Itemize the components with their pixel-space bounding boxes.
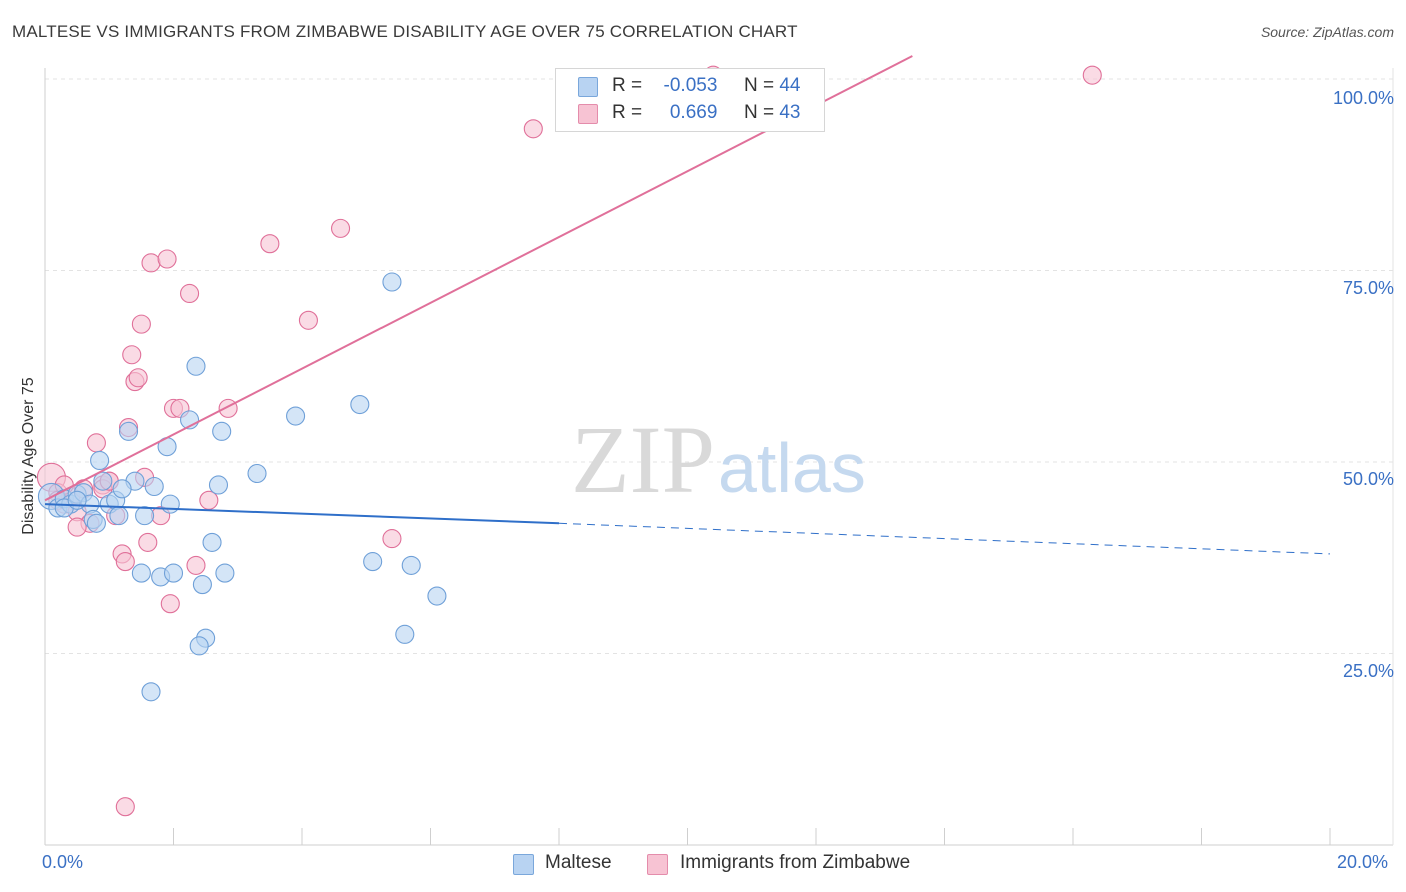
data-point-maltese — [160, 494, 180, 514]
series-maltese-points — [37, 272, 447, 702]
r-label: R = — [612, 102, 643, 123]
data-point-zimbabwe — [131, 314, 151, 334]
watermark-zip: ZIP — [571, 406, 715, 513]
data-point-maltese — [350, 394, 370, 415]
r-label: R = — [612, 75, 643, 96]
data-point-zimbabwe — [141, 253, 161, 273]
watermark-atlas: atlas — [718, 429, 866, 507]
n-label: N = — [743, 102, 775, 123]
data-point-maltese — [189, 636, 209, 656]
data-point-zimbabwe — [186, 555, 206, 575]
data-point-zimbabwe — [199, 490, 219, 510]
data-point-zimbabwe — [382, 529, 402, 549]
data-point-zimbabwe — [86, 433, 106, 453]
data-point-maltese — [67, 490, 87, 510]
data-point-zimbabwe — [1082, 65, 1102, 85]
data-point-zimbabwe — [160, 594, 180, 614]
data-point-maltese — [192, 575, 212, 595]
data-point-zimbabwe — [115, 797, 135, 817]
x-tick-label: 20.0% — [1337, 852, 1389, 872]
data-point-maltese — [363, 552, 383, 572]
y-tick-label: 50.0% — [1342, 469, 1394, 489]
trend-line-maltese-extension — [558, 522, 1331, 555]
data-point-zimbabwe — [122, 345, 142, 365]
data-point-zimbabwe — [157, 249, 177, 269]
data-point-zimbabwe — [180, 283, 200, 304]
trend-line-maltese — [44, 503, 560, 525]
data-point-zimbabwe — [218, 398, 238, 418]
data-point-maltese — [247, 463, 267, 484]
legend-swatch-blue — [513, 854, 534, 875]
data-point-maltese — [215, 563, 235, 583]
chart-title: MALTESE VS IMMIGRANTS FROM ZIMBABWE DISA… — [12, 22, 798, 41]
data-point-maltese — [109, 506, 129, 526]
data-point-maltese — [202, 532, 222, 552]
data-point-maltese — [427, 586, 447, 606]
data-point-maltese — [395, 624, 415, 644]
data-point-zimbabwe — [260, 234, 280, 254]
data-point-maltese — [401, 555, 421, 575]
r-value: -0.053 — [663, 75, 718, 96]
legend-swatch-pink — [647, 854, 668, 875]
legend-label: Immigrants from Zimbabwe — [680, 852, 911, 873]
data-point-zimbabwe — [138, 532, 158, 552]
correlation-legend: R = -0.053 N = 44 R = 0.669 N = 43 — [555, 68, 825, 132]
r-value: 0.669 — [669, 102, 718, 123]
source-label: Source: ZipAtlas.com — [1260, 24, 1394, 40]
data-point-maltese — [212, 421, 232, 441]
data-point-zimbabwe — [523, 119, 543, 139]
data-point-maltese — [118, 421, 139, 441]
data-point-zimbabwe — [67, 517, 87, 537]
data-point-maltese — [131, 563, 151, 583]
data-point-maltese — [144, 476, 164, 497]
y-tick-label: 25.0% — [1342, 661, 1394, 681]
legend-label: Maltese — [545, 852, 612, 873]
data-point-maltese — [163, 563, 184, 583]
data-point-maltese — [186, 356, 206, 376]
series-zimbabwe-points — [36, 65, 1102, 817]
n-value: 43 — [779, 102, 801, 123]
data-point-maltese — [112, 479, 132, 499]
y-axis-label: Disability Age Over 75 — [20, 377, 37, 535]
data-point-zimbabwe — [128, 368, 148, 388]
legend-swatch-blue — [578, 77, 598, 97]
y-tick-label: 75.0% — [1342, 278, 1394, 298]
data-point-maltese — [93, 471, 113, 491]
data-point-zimbabwe — [330, 218, 351, 238]
axes — [44, 68, 1394, 846]
legend-swatch-pink — [578, 104, 598, 124]
data-point-zimbabwe — [298, 310, 318, 330]
grid-lines — [45, 78, 1393, 654]
n-label: N = — [743, 75, 775, 96]
data-point-maltese — [86, 513, 106, 533]
y-tick-label: 100.0% — [1332, 88, 1394, 108]
n-value: 44 — [779, 75, 801, 96]
data-point-maltese — [90, 450, 110, 471]
data-point-maltese — [141, 682, 161, 702]
data-point-maltese — [382, 272, 402, 292]
data-point-maltese — [135, 506, 155, 526]
x-tick-label: 0.0% — [42, 852, 84, 872]
data-point-maltese — [208, 475, 229, 495]
data-point-maltese — [286, 406, 306, 426]
data-point-zimbabwe — [115, 552, 135, 572]
